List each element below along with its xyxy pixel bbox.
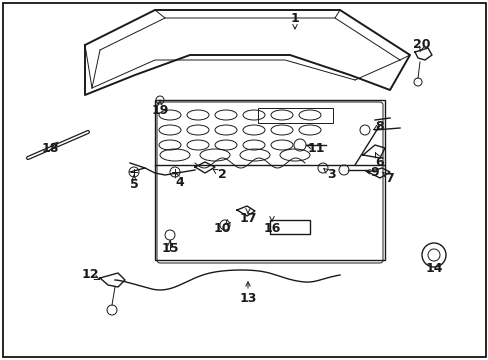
Text: 4: 4	[175, 176, 184, 189]
Text: 8: 8	[375, 120, 384, 132]
Text: 16: 16	[263, 221, 280, 234]
Text: 10: 10	[213, 221, 230, 234]
Text: 20: 20	[412, 39, 430, 51]
Text: 18: 18	[41, 141, 59, 154]
Text: 9: 9	[370, 166, 379, 180]
Text: 1: 1	[290, 12, 299, 24]
Text: 2: 2	[217, 168, 226, 181]
Bar	[155, 100, 384, 260]
Text: 13: 13	[239, 292, 256, 305]
Text: 5: 5	[129, 179, 138, 192]
Text: 19: 19	[151, 104, 168, 117]
Text: 12: 12	[81, 269, 99, 282]
Text: 3: 3	[327, 168, 336, 181]
Text: 11: 11	[306, 141, 324, 154]
Text: 6: 6	[375, 156, 384, 168]
Text: 7: 7	[385, 171, 393, 184]
Bar	[269, 220, 309, 234]
Text: 14: 14	[425, 261, 442, 274]
Text: 17: 17	[239, 211, 256, 225]
Bar	[258, 108, 332, 123]
Text: 15: 15	[161, 242, 179, 255]
